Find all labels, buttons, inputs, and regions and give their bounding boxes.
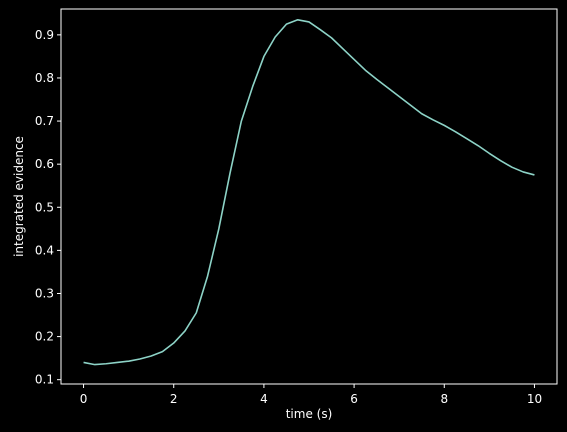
y-axis: 0.1 0.2 0.3 0.4 0.5 0.6 0.7 0.8 0.9	[35, 28, 61, 387]
x-tick-label: 10	[527, 392, 542, 406]
y-tick-label: 0.3	[35, 286, 54, 300]
x-tick-label: 6	[350, 392, 358, 406]
y-tick-label: 0.5	[35, 200, 54, 214]
x-tick-label: 8	[440, 392, 448, 406]
plot-frame	[60, 8, 558, 385]
y-tick-label: 0.6	[35, 157, 54, 171]
y-tick-label: 0.4	[35, 243, 54, 257]
y-tick-label: 0.7	[35, 114, 54, 128]
x-tick-label: 0	[80, 392, 88, 406]
y-tick-label: 0.1	[35, 373, 54, 387]
y-axis-label: integrated evidence	[12, 136, 26, 257]
x-axis: 0 2 4 6 8 10	[80, 384, 542, 406]
x-tick-label: 4	[260, 392, 268, 406]
series-line-0	[83, 18, 535, 366]
y-tick-label: 0.9	[35, 28, 54, 42]
x-tick-label: 2	[170, 392, 178, 406]
x-axis-label: time (s)	[286, 407, 333, 421]
y-tick-label: 0.2	[35, 330, 54, 344]
y-tick-label: 0.8	[35, 71, 54, 85]
